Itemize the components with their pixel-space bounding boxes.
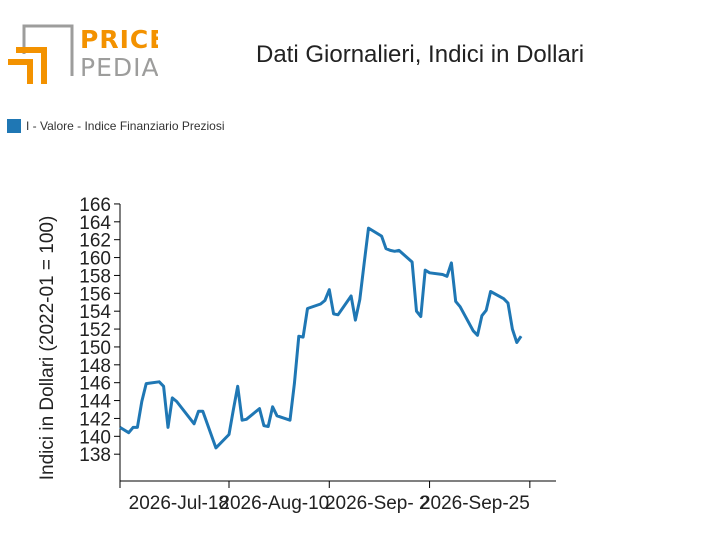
x-tick-label: 2026-Sep-25 [420, 493, 530, 514]
x-tick-label: 2026-Jul-18 [129, 493, 229, 514]
series-line [119, 226, 523, 450]
y-tick-label: 150 [79, 338, 111, 359]
x-tick-label: 2026-Sep- 2 [325, 493, 430, 514]
y-tick-label: 154 [79, 302, 111, 323]
logo-word-top: PRICE [80, 25, 158, 54]
pricepedia-logo: PRICE PEDIA [8, 24, 158, 84]
y-tick-label: 148 [79, 356, 111, 377]
logo-mark [8, 24, 74, 84]
y-tick-label: 158 [79, 266, 111, 287]
legend-label: I - Valore - Indice Finanziario Preziosi [26, 119, 225, 133]
y-tick-label: 164 [79, 213, 111, 234]
y-tick-label: 146 [79, 374, 111, 395]
y-axis: 1381401421441461481501521541561581601621… [79, 195, 121, 481]
y-tick-label: 166 [79, 195, 111, 216]
y-tick-label: 160 [79, 249, 111, 270]
legend-swatch [7, 119, 21, 133]
legend: I - Valore - Indice Finanziario Preziosi [7, 119, 225, 133]
y-tick-label: 140 [79, 427, 111, 448]
x-tick-label: 2026-Aug-10 [219, 493, 329, 514]
logo-word-bottom: PEDIA [80, 53, 158, 82]
plot-area [119, 226, 523, 450]
chart-title: Dati Giornalieri, Indici in Dollari [256, 41, 585, 68]
y-tick-label: 142 [79, 409, 111, 430]
y-tick-label: 138 [79, 445, 111, 466]
y-axis-title: Indici in Dollari (2022-01 = 100) [37, 216, 58, 481]
y-tick-label: 162 [79, 231, 111, 252]
y-tick-label: 144 [79, 392, 111, 413]
y-tick-label: 156 [79, 284, 111, 305]
y-tick-label: 152 [79, 320, 111, 341]
